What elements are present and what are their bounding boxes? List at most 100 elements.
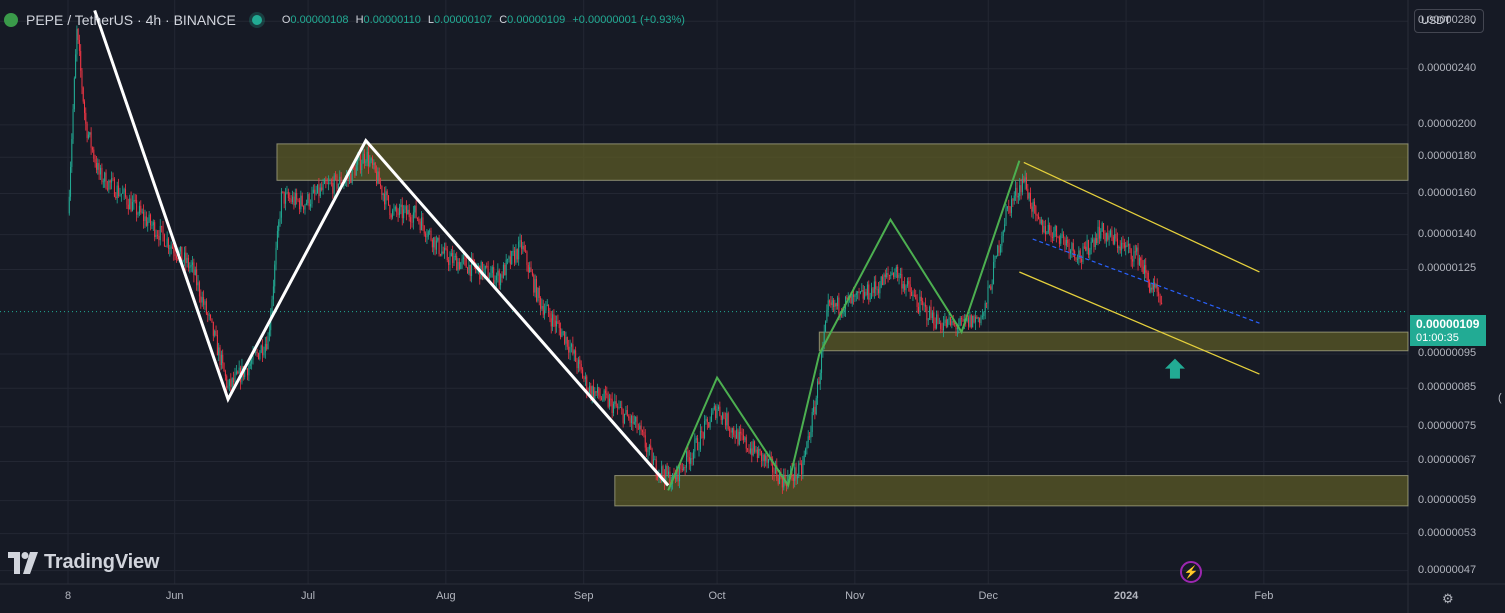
candle-body — [411, 221, 413, 223]
candle-body — [557, 321, 559, 324]
candle-body — [817, 381, 819, 399]
candle-body — [408, 209, 410, 218]
candle-body — [385, 191, 387, 205]
candle-body — [512, 250, 514, 252]
candle-body — [310, 203, 312, 207]
candle-body — [530, 267, 532, 273]
candle-body — [505, 259, 507, 276]
candle-body — [388, 195, 390, 206]
symbol-title[interactable]: PEPE / TetherUS · 4h · BINANCE — [26, 12, 236, 28]
candle-body — [518, 241, 520, 260]
time-axis-label: Feb — [1254, 590, 1274, 602]
candle-body — [272, 286, 274, 300]
candle-body — [646, 447, 648, 453]
candle-body — [73, 78, 75, 110]
candle-body — [929, 306, 931, 320]
candle-body — [453, 256, 455, 263]
candle-body — [949, 317, 951, 325]
candle-body — [705, 418, 707, 422]
candle-body — [748, 449, 750, 453]
currency-selector[interactable]: USDT ⌄ — [1414, 9, 1484, 33]
gear-icon[interactable]: ⚙ — [1442, 591, 1454, 606]
candle-body — [603, 390, 605, 400]
candle-body — [549, 313, 551, 319]
candle-body — [1057, 236, 1059, 238]
candle-body — [669, 471, 671, 487]
candle-body — [661, 466, 663, 476]
candle-body — [289, 198, 291, 199]
candle-body — [219, 347, 221, 366]
candle-body — [583, 378, 585, 380]
candle-body — [977, 317, 979, 319]
candle-body — [101, 167, 103, 182]
candle-body — [86, 123, 88, 138]
candle-body — [809, 436, 811, 438]
candle-body — [814, 406, 816, 415]
candle-body — [805, 448, 807, 456]
candle-body — [321, 187, 323, 191]
candle-body — [652, 459, 654, 466]
candle-body — [701, 430, 703, 433]
candle-body — [1141, 260, 1143, 267]
candle-body — [1078, 250, 1080, 259]
candle-body — [298, 200, 300, 210]
candle-body — [637, 428, 639, 430]
candle-body — [368, 151, 370, 167]
candle-body — [765, 455, 767, 461]
candle-body — [1016, 187, 1018, 198]
candle-body — [966, 317, 968, 321]
candle-body — [677, 466, 679, 482]
candle-body — [401, 204, 403, 219]
candle-body — [933, 312, 935, 325]
candle-body — [873, 281, 875, 293]
candle-body — [997, 245, 999, 257]
candle-body — [744, 437, 746, 441]
price-axis-label: 0.00000140 — [1418, 227, 1477, 240]
candle-body — [296, 192, 298, 200]
candle-body — [927, 319, 929, 321]
candle-body — [948, 317, 950, 320]
candle-body — [1092, 239, 1094, 242]
tradingview-logo[interactable]: TradingView — [8, 551, 159, 574]
candle-body — [937, 314, 939, 324]
candle-body — [871, 288, 873, 299]
candle-body — [606, 393, 608, 396]
candle-body — [415, 205, 417, 218]
candle-body — [859, 291, 861, 294]
candle-body — [361, 163, 363, 170]
time-axis-label: Jul — [301, 590, 316, 602]
time-axis-label: Oct — [708, 590, 726, 602]
candle-body — [170, 246, 172, 249]
candle-body — [798, 463, 800, 476]
candle-body — [268, 330, 270, 336]
price-axis-label: 0.00000059 — [1418, 493, 1477, 506]
candle-body — [973, 315, 975, 323]
candle-body — [167, 238, 169, 249]
candle-body — [405, 206, 407, 215]
candle-body — [526, 251, 528, 265]
candle-body — [553, 314, 555, 321]
candle-body — [1001, 235, 1003, 246]
candle-body — [770, 456, 772, 459]
candle-body — [1103, 223, 1105, 234]
lightning-icon[interactable]: ⚡ — [1180, 561, 1202, 583]
channel-upper-line — [1023, 161, 1260, 273]
candle-body — [594, 391, 596, 399]
candle-body — [850, 295, 852, 304]
candle-body — [545, 306, 547, 311]
candle-body — [515, 249, 517, 263]
candle-body — [595, 391, 597, 393]
candle-body — [1107, 233, 1109, 240]
candle-body — [781, 477, 783, 488]
candle-body — [731, 428, 733, 433]
candle-body — [963, 319, 965, 322]
candle-body — [222, 354, 224, 364]
candle-body — [501, 274, 503, 278]
pepe-logo-icon — [4, 13, 18, 27]
candle-body — [834, 303, 836, 308]
price-axis-label: 0.00000180 — [1418, 150, 1477, 163]
candle-body — [435, 240, 437, 250]
candle-body — [1058, 237, 1060, 244]
candle-body — [407, 209, 409, 215]
